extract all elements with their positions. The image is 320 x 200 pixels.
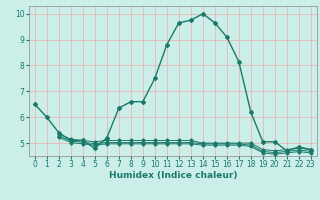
X-axis label: Humidex (Indice chaleur): Humidex (Indice chaleur) [108, 171, 237, 180]
